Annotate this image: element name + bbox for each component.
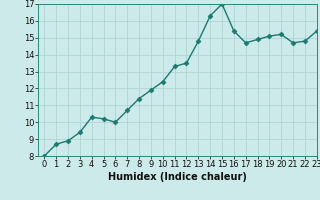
X-axis label: Humidex (Indice chaleur): Humidex (Indice chaleur) xyxy=(108,172,247,182)
